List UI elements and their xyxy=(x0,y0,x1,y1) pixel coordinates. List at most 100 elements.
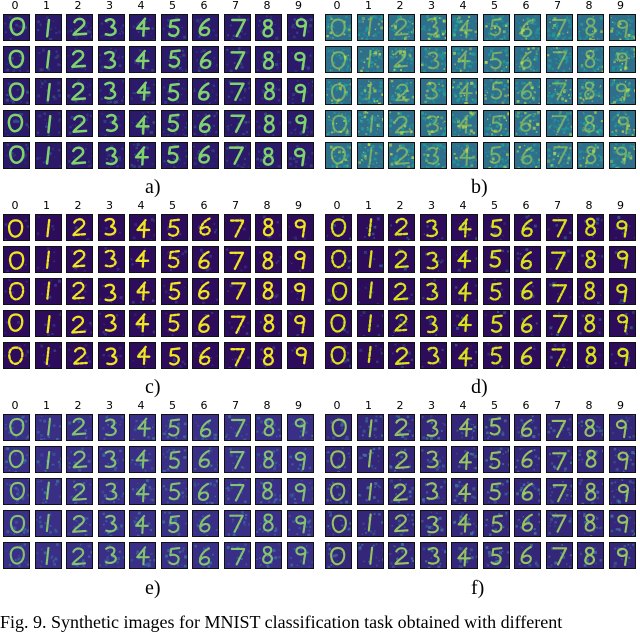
synthetic-image xyxy=(3,478,30,505)
synthetic-image xyxy=(419,510,447,537)
column-label: 9 xyxy=(617,199,624,212)
synthetic-image xyxy=(451,214,478,241)
synthetic-image xyxy=(608,214,636,241)
digit-glyph xyxy=(422,547,446,568)
synthetic-image xyxy=(577,310,604,337)
digit-glyph xyxy=(290,51,312,72)
digit-glyph xyxy=(131,111,155,135)
synthetic-image xyxy=(514,278,541,305)
synthetic-image xyxy=(160,278,188,305)
digit-glyph xyxy=(327,280,348,302)
column-label: 2 xyxy=(396,199,404,212)
digit-glyph xyxy=(5,543,29,568)
column-label: 2 xyxy=(396,399,404,412)
synthetic-image xyxy=(325,542,352,569)
synthetic-image xyxy=(388,510,415,537)
column-label: 2 xyxy=(74,199,82,212)
synthetic-image xyxy=(356,78,384,105)
synthetic-image xyxy=(451,110,478,137)
synthetic-image xyxy=(325,446,352,473)
digit-glyph xyxy=(226,282,248,301)
digit-glyph xyxy=(520,314,538,336)
synthetic-image xyxy=(451,78,478,105)
synthetic-image xyxy=(388,14,415,41)
digit-glyph xyxy=(516,481,540,503)
digit-glyph xyxy=(289,545,313,568)
synthetic-image xyxy=(388,446,415,473)
synthetic-image xyxy=(66,310,93,337)
digit-glyph xyxy=(578,15,603,40)
digit-glyph xyxy=(130,81,155,104)
synthetic-image xyxy=(223,414,251,441)
synthetic-image xyxy=(192,542,219,569)
digit-glyph xyxy=(549,343,569,368)
column-label: 5 xyxy=(169,0,176,12)
panel-label-a: a) xyxy=(145,176,161,198)
synthetic-image xyxy=(419,278,447,305)
synthetic-image xyxy=(192,142,219,169)
synthetic-image xyxy=(160,142,188,169)
column-label: 3 xyxy=(106,399,113,412)
synthetic-image xyxy=(34,142,62,169)
synthetic-image xyxy=(286,278,314,305)
digit-glyph xyxy=(358,447,380,470)
synthetic-image xyxy=(34,14,62,41)
synthetic-image xyxy=(129,246,156,273)
synthetic-image xyxy=(3,342,30,369)
digit-glyph xyxy=(161,144,187,168)
digit-glyph xyxy=(454,314,472,334)
synthetic-image xyxy=(255,46,282,73)
synthetic-image xyxy=(66,414,93,441)
synthetic-image xyxy=(325,214,352,241)
digit-glyph xyxy=(287,80,313,104)
digit-glyph xyxy=(133,511,153,536)
digit-glyph xyxy=(103,247,119,271)
digit-glyph xyxy=(225,248,247,272)
digit-glyph xyxy=(71,543,92,568)
synthetic-image xyxy=(160,510,188,537)
digit-glyph xyxy=(227,511,250,536)
column-label: 1 xyxy=(365,199,372,212)
digit-glyph xyxy=(578,449,603,468)
synthetic-image xyxy=(608,414,636,441)
column-label: 7 xyxy=(232,0,239,12)
column-label: 1 xyxy=(43,399,50,412)
digit-glyph xyxy=(611,111,635,136)
digit-glyph xyxy=(546,47,571,72)
digit-glyph xyxy=(546,143,571,168)
column-label: 3 xyxy=(428,199,435,212)
synthetic-image xyxy=(34,246,62,273)
digit-glyph xyxy=(487,279,503,301)
synthetic-image xyxy=(255,246,282,273)
digit-glyph xyxy=(420,111,446,136)
synthetic-image xyxy=(419,78,447,105)
synthetic-image xyxy=(482,110,510,137)
synthetic-image xyxy=(286,542,314,569)
digit-glyph xyxy=(259,251,281,270)
digit-glyph xyxy=(67,79,91,103)
digit-glyph xyxy=(484,47,509,72)
synthetic-image xyxy=(3,214,30,241)
synthetic-image xyxy=(66,142,93,169)
digit-glyph xyxy=(98,544,124,568)
panel-b: 0 1 2 3 4 5 6 7 8 9 xyxy=(322,0,636,175)
synthetic-image xyxy=(66,542,93,569)
synthetic-image xyxy=(325,14,352,41)
synthetic-image xyxy=(223,142,251,169)
digit-glyph xyxy=(256,448,281,471)
digit-glyph xyxy=(6,479,29,504)
synthetic-image xyxy=(419,414,447,441)
synthetic-image xyxy=(255,142,282,169)
synthetic-image xyxy=(160,110,188,137)
synthetic-image xyxy=(577,278,604,305)
digit-glyph xyxy=(420,15,446,40)
column-label: 9 xyxy=(295,399,302,412)
synthetic-image xyxy=(545,446,573,473)
digit-glyph xyxy=(391,313,410,336)
column-label: 6 xyxy=(522,199,530,212)
synthetic-image xyxy=(325,414,352,441)
column-label: 0 xyxy=(333,0,341,12)
digit-glyph xyxy=(330,345,351,368)
column-label: 8 xyxy=(263,199,271,212)
digit-glyph xyxy=(611,47,635,72)
